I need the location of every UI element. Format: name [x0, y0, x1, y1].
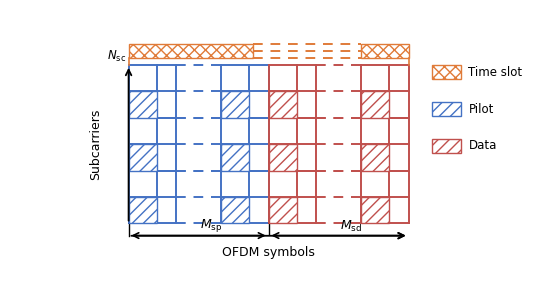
Bar — [269, 197, 297, 224]
Bar — [221, 91, 249, 118]
Text: Time slot: Time slot — [468, 66, 522, 79]
Bar — [432, 65, 460, 79]
Bar — [361, 91, 389, 118]
Text: Pilot: Pilot — [468, 103, 494, 115]
Bar — [129, 144, 157, 171]
Text: OFDM symbols: OFDM symbols — [222, 246, 315, 260]
Bar — [129, 91, 157, 118]
Bar — [361, 144, 389, 171]
Text: $M_{\rm sp}$: $M_{\rm sp}$ — [200, 217, 223, 234]
Text: $N_{\rm sc}$: $N_{\rm sc}$ — [108, 49, 127, 64]
Bar — [361, 44, 408, 58]
Text: $M_{\rm sd}$: $M_{\rm sd}$ — [340, 219, 363, 234]
Text: Subcarriers: Subcarriers — [90, 108, 102, 180]
Bar — [432, 139, 460, 153]
Bar — [269, 91, 297, 118]
Bar — [361, 197, 389, 224]
Bar — [221, 197, 249, 224]
Bar — [129, 44, 253, 58]
Text: Data: Data — [468, 139, 497, 152]
Bar — [269, 144, 297, 171]
Bar — [221, 144, 249, 171]
Bar — [432, 102, 460, 116]
Bar — [129, 197, 157, 224]
